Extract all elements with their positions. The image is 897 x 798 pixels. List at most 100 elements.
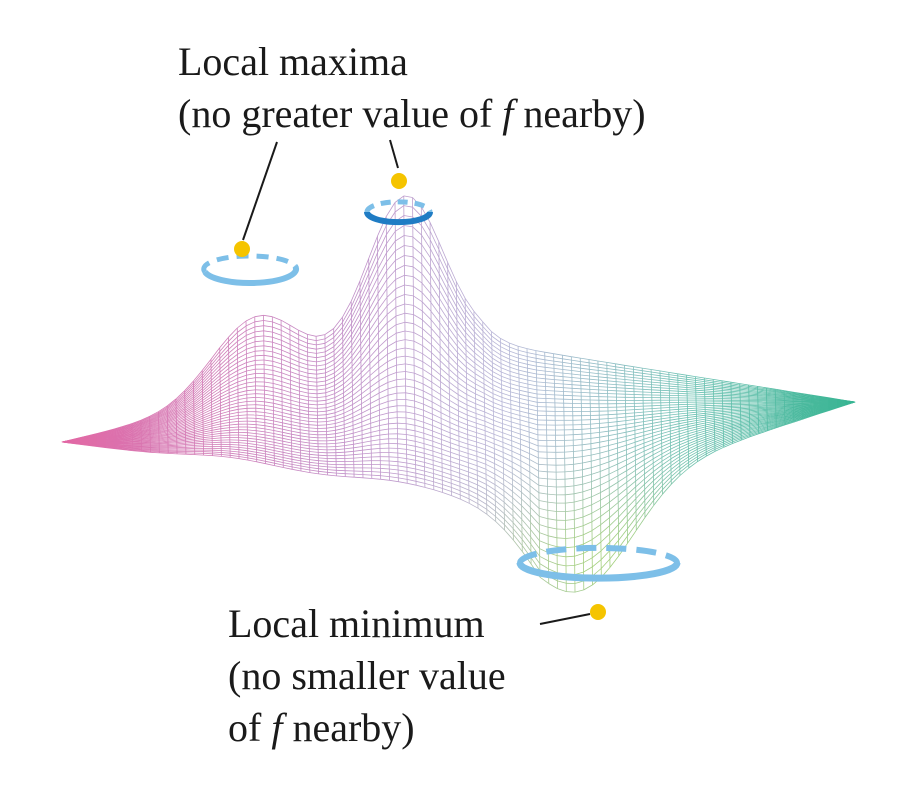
mesh-line (502, 452, 513, 457)
mesh-line (775, 408, 785, 410)
mesh-line (351, 312, 361, 330)
mesh-line (635, 450, 645, 456)
mesh-line (291, 448, 301, 451)
mesh-line (574, 562, 584, 566)
mesh-line (396, 347, 406, 350)
mesh-line (405, 392, 415, 395)
mesh-line (688, 446, 698, 452)
mesh-line (158, 433, 168, 437)
mesh-line (307, 377, 317, 379)
mesh-line (757, 387, 767, 390)
mesh-line (389, 468, 399, 471)
mesh-line (149, 413, 159, 419)
mesh-line (722, 416, 732, 419)
mesh-line (237, 386, 247, 390)
mesh-line (273, 395, 283, 399)
mesh-line (653, 464, 663, 473)
mesh-line (141, 439, 151, 442)
mesh-line (739, 388, 749, 391)
mesh-line (492, 393, 503, 398)
mesh-line (308, 433, 318, 436)
mesh-line (482, 330, 492, 341)
mesh-line (378, 368, 388, 375)
mesh-line (626, 446, 636, 451)
mesh-line (704, 388, 714, 391)
mesh-line (298, 343, 308, 349)
mesh-line (256, 436, 266, 439)
mesh-line (318, 463, 328, 465)
mesh-line (713, 387, 723, 390)
mesh-line (264, 393, 274, 396)
mesh-line (221, 454, 231, 456)
mesh-line (246, 350, 256, 355)
mesh-line (589, 375, 599, 378)
mesh-line (290, 371, 300, 376)
mesh-line (442, 471, 452, 476)
mesh-line (766, 394, 776, 397)
mesh-line (370, 434, 380, 438)
mesh-line (697, 453, 707, 460)
mesh-line (565, 528, 575, 530)
mesh-line (406, 444, 416, 447)
mesh-line (677, 379, 687, 382)
mesh-line (521, 505, 531, 515)
mesh-line (686, 380, 696, 383)
mesh-line (520, 460, 530, 467)
mesh-line (344, 443, 354, 446)
mesh-line (468, 485, 478, 490)
mesh-line (431, 381, 441, 389)
mesh-line (573, 476, 583, 479)
mesh-line (220, 419, 230, 422)
mesh-line (732, 436, 742, 441)
mesh-line (194, 427, 204, 431)
mesh-line (722, 385, 732, 388)
mesh-line (386, 269, 396, 280)
mesh-line (404, 303, 414, 306)
mesh-line (237, 390, 247, 394)
mesh-line (397, 428, 407, 430)
mesh-line (474, 378, 485, 385)
mesh-line (679, 431, 689, 435)
mesh-line (309, 442, 319, 445)
mesh-line (254, 330, 264, 333)
mesh-line (149, 422, 159, 426)
mesh-line (185, 440, 195, 443)
mesh-line (317, 414, 327, 416)
mesh-line (802, 410, 812, 414)
mesh-line (167, 439, 177, 442)
mesh-line (679, 451, 689, 457)
mesh-line (767, 414, 776, 418)
mesh-line (504, 529, 514, 541)
mesh-line (405, 385, 415, 388)
mesh-line (184, 400, 194, 408)
mesh-line (661, 442, 671, 448)
mesh-line (563, 379, 573, 382)
mesh-line (158, 406, 168, 414)
mesh-line (438, 273, 449, 292)
mesh-line (477, 479, 487, 485)
mesh-line (308, 385, 317, 387)
mesh-line (369, 324, 379, 338)
mesh-line (274, 455, 284, 458)
mesh-line (114, 436, 124, 439)
mesh-line (370, 398, 380, 404)
mesh-line (185, 413, 195, 420)
mesh-line (149, 424, 159, 428)
mesh-line (545, 382, 555, 384)
mesh-line (202, 399, 212, 406)
mesh-line (626, 498, 637, 509)
mesh-line (439, 353, 450, 363)
mesh-line (582, 448, 592, 451)
mesh-line (670, 453, 680, 460)
mesh-line (413, 295, 423, 303)
mesh-line (486, 484, 496, 491)
mesh-line (766, 408, 776, 410)
mesh-line (527, 356, 537, 359)
mesh-line (565, 501, 575, 504)
mesh-line (624, 384, 634, 387)
mesh-line (433, 468, 443, 473)
mesh-line (388, 411, 398, 414)
mesh-line (670, 462, 681, 470)
mesh-line (158, 420, 168, 425)
mesh-line (202, 385, 212, 394)
